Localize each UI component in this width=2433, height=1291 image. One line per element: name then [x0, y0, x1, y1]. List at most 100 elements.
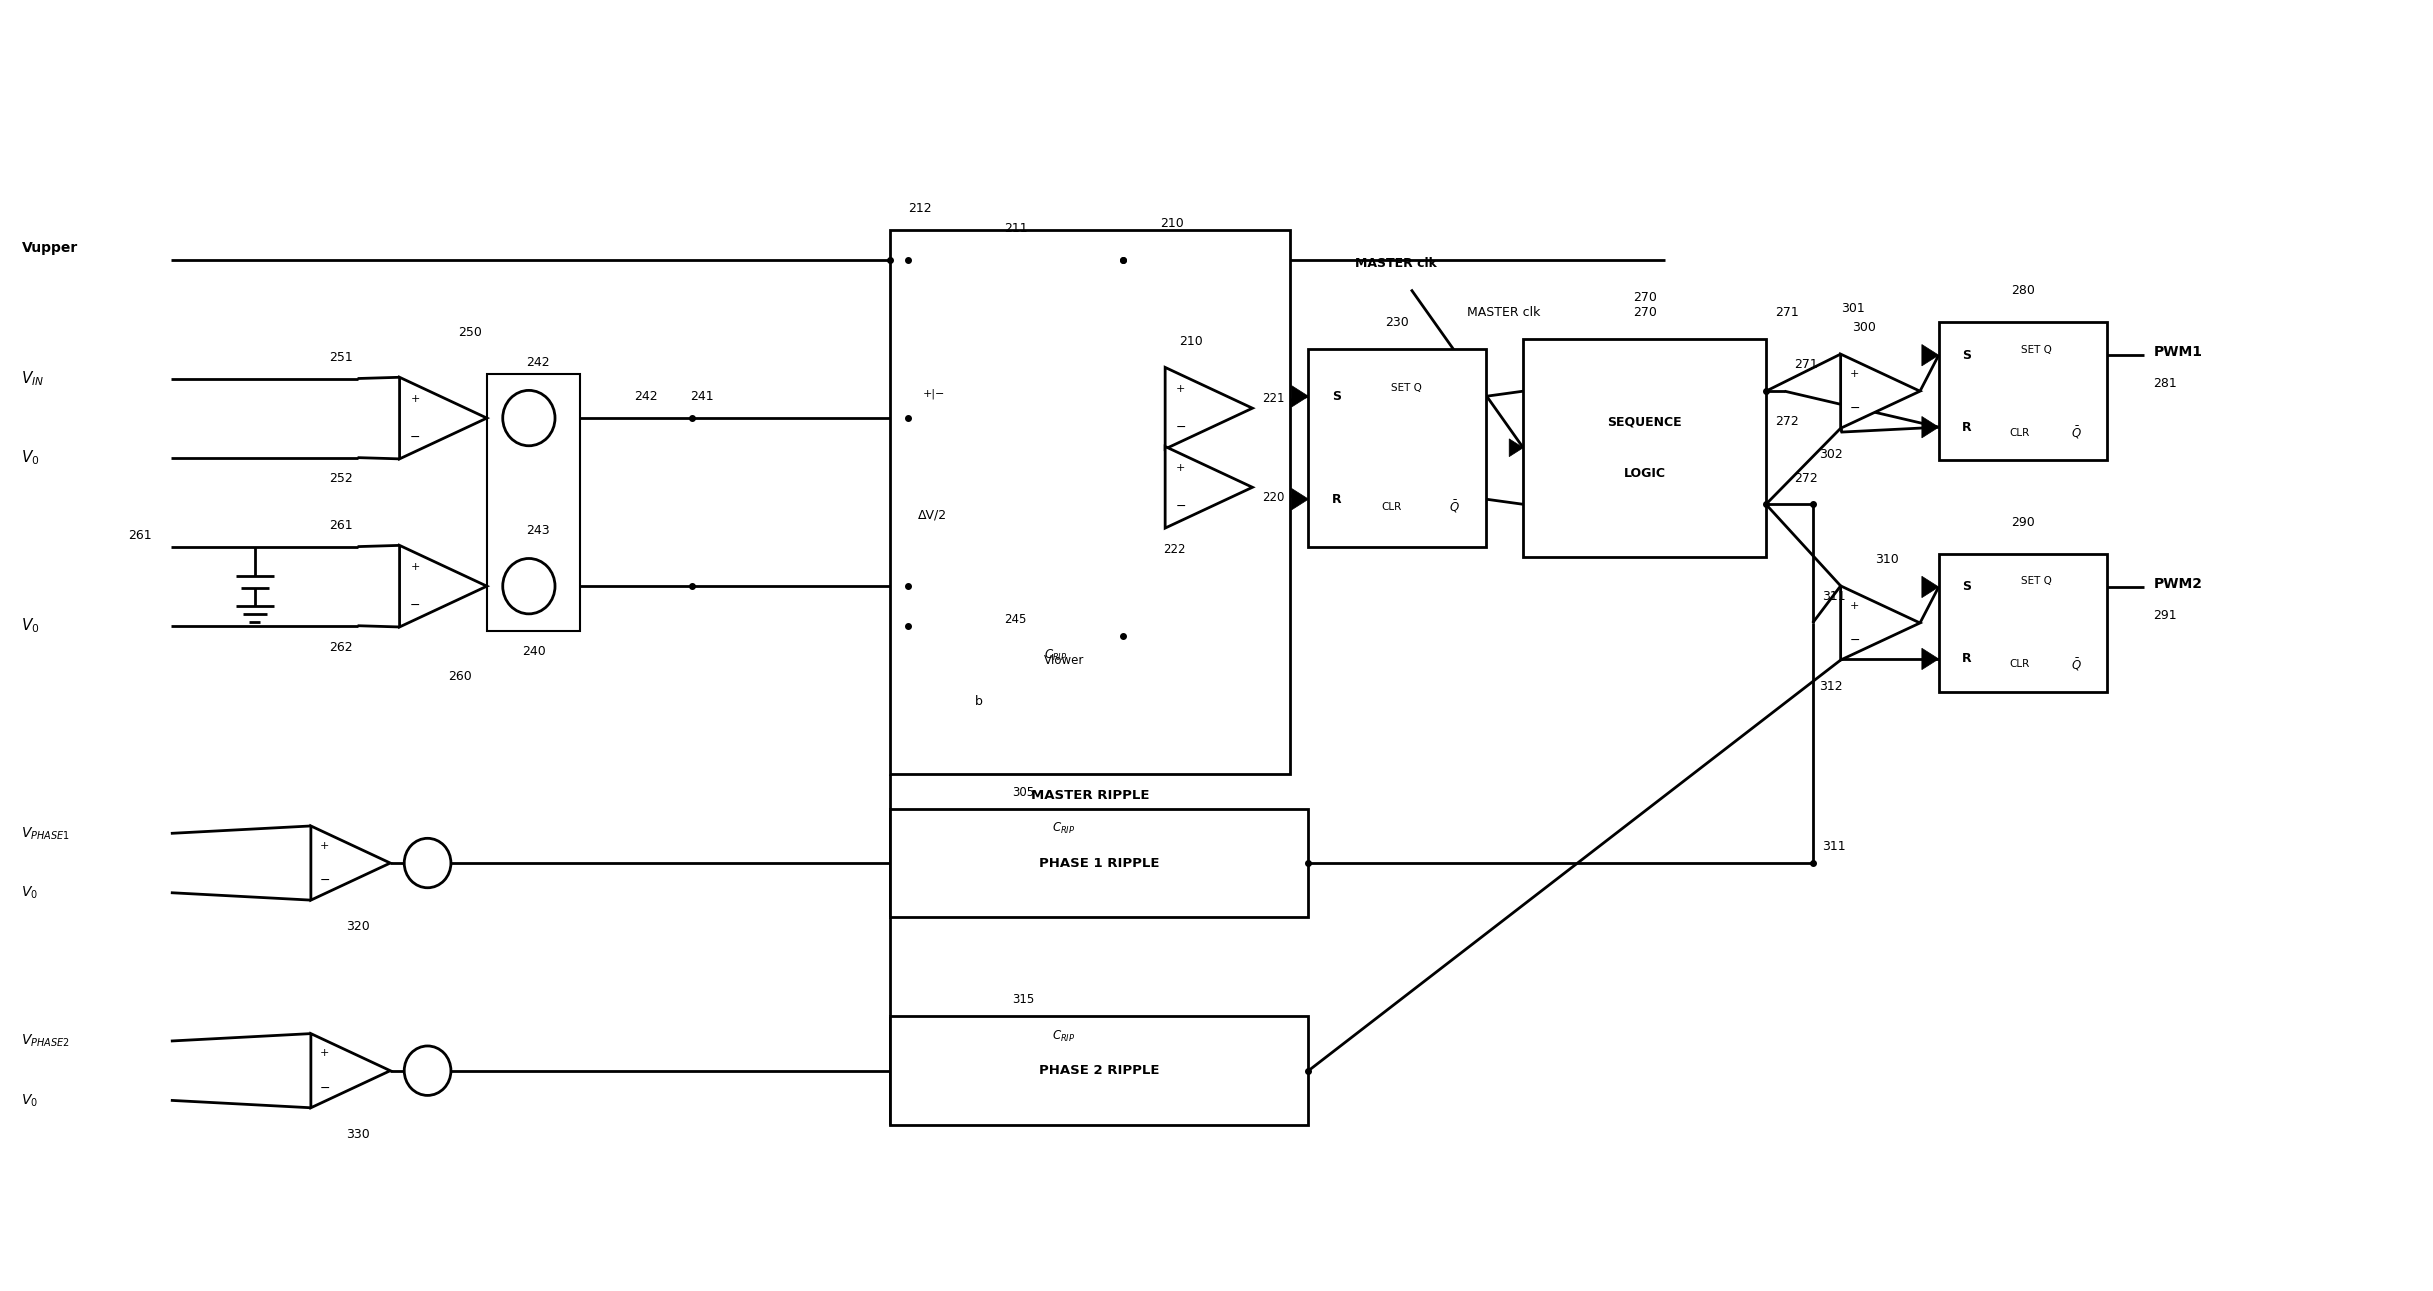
Text: 305: 305	[1012, 786, 1034, 799]
Text: 251: 251	[328, 351, 353, 364]
Text: R: R	[1961, 652, 1971, 665]
Text: 271: 271	[1776, 306, 1798, 319]
Text: MASTER clk: MASTER clk	[1467, 306, 1540, 319]
Text: 270: 270	[1633, 292, 1657, 305]
Circle shape	[404, 838, 450, 888]
Polygon shape	[311, 826, 389, 900]
Text: S: S	[1331, 390, 1341, 403]
Text: 222: 222	[1163, 544, 1185, 556]
Polygon shape	[1508, 439, 1523, 457]
Text: 221: 221	[1263, 391, 1285, 405]
Polygon shape	[1922, 648, 1939, 670]
Text: SET Q: SET Q	[2022, 576, 2051, 586]
Text: $V_{PHASE2}$: $V_{PHASE2}$	[22, 1033, 71, 1050]
Text: PHASE 2 RIPPLE: PHASE 2 RIPPLE	[1039, 1064, 1161, 1077]
Text: $V_0$: $V_0$	[22, 884, 39, 901]
Text: 210: 210	[1180, 334, 1202, 347]
Text: $V_0$: $V_0$	[22, 616, 39, 635]
Circle shape	[504, 390, 555, 445]
Text: +: +	[1849, 369, 1859, 378]
Text: PWM1: PWM1	[2153, 346, 2202, 359]
Polygon shape	[1292, 386, 1309, 407]
Text: −: −	[409, 599, 421, 612]
Text: $V_{IN}$: $V_{IN}$	[22, 369, 44, 387]
Polygon shape	[1922, 576, 1939, 598]
Text: 291: 291	[2153, 609, 2178, 622]
Text: 262: 262	[328, 640, 353, 653]
Text: +: +	[1175, 463, 1185, 474]
Text: 281: 281	[2153, 377, 2178, 390]
Polygon shape	[1165, 368, 1253, 449]
Text: 311: 311	[1822, 590, 1847, 603]
Text: $\bar{Q}$: $\bar{Q}$	[2070, 425, 2083, 442]
Text: PHASE 1 RIPPLE: PHASE 1 RIPPLE	[1039, 856, 1161, 870]
Text: S: S	[1961, 581, 1971, 594]
Bar	[890, 1016, 1309, 1124]
Circle shape	[404, 1046, 450, 1095]
Text: 312: 312	[1820, 680, 1844, 693]
Text: 300: 300	[1852, 321, 1876, 334]
Bar	[1309, 349, 1487, 546]
Text: PWM2: PWM2	[2153, 577, 2202, 591]
Text: 220: 220	[1263, 491, 1285, 503]
Text: 330: 330	[345, 1127, 370, 1140]
Text: S: S	[1961, 349, 1971, 361]
Text: +: +	[1175, 385, 1185, 394]
Text: 311: 311	[1822, 840, 1847, 853]
Text: ΔV/2: ΔV/2	[917, 509, 946, 522]
Text: 260: 260	[448, 670, 472, 683]
Polygon shape	[1922, 417, 1939, 438]
Text: Vupper: Vupper	[22, 241, 78, 254]
Polygon shape	[1165, 447, 1253, 528]
Polygon shape	[399, 377, 487, 458]
Text: +: +	[411, 394, 418, 404]
Text: CLR: CLR	[1382, 502, 1401, 513]
Polygon shape	[1292, 488, 1309, 510]
Polygon shape	[1842, 586, 1920, 660]
Text: b: b	[976, 695, 983, 707]
Text: $C_{RIP}$: $C_{RIP}$	[1051, 1029, 1075, 1043]
Text: 261: 261	[328, 519, 353, 532]
Bar	[1523, 340, 1766, 556]
Text: $\bar{Q}$: $\bar{Q}$	[1448, 498, 1460, 515]
Text: +: +	[411, 562, 418, 572]
Text: 271: 271	[1793, 359, 1817, 372]
Polygon shape	[399, 545, 487, 627]
Text: 301: 301	[1842, 302, 1864, 315]
Text: 230: 230	[1384, 316, 1409, 329]
Text: R: R	[1331, 493, 1341, 506]
Circle shape	[504, 559, 555, 613]
Text: 243: 243	[526, 524, 550, 537]
Text: 272: 272	[1793, 471, 1817, 484]
Text: −: −	[319, 874, 331, 887]
Text: +|−: +|−	[922, 389, 944, 399]
Polygon shape	[311, 1034, 389, 1108]
Text: SET Q: SET Q	[1392, 383, 1421, 394]
Text: $V_0$: $V_0$	[22, 448, 39, 467]
Text: SET Q: SET Q	[2022, 345, 2051, 355]
Text: 310: 310	[1876, 553, 1900, 565]
Text: +: +	[321, 1048, 328, 1059]
Text: 320: 320	[345, 920, 370, 933]
Text: 270: 270	[1633, 306, 1657, 319]
Polygon shape	[1922, 345, 1939, 365]
Text: 245: 245	[1005, 613, 1027, 626]
Text: 250: 250	[457, 325, 482, 340]
Text: Vlower: Vlower	[1044, 653, 1085, 667]
Text: 261: 261	[129, 529, 153, 542]
Bar	[908, 250, 1124, 635]
Text: −: −	[1175, 421, 1185, 434]
Text: $C_{RIP}$: $C_{RIP}$	[1051, 821, 1075, 837]
Polygon shape	[1842, 354, 1920, 429]
Text: 210: 210	[1161, 217, 1185, 230]
Text: 290: 290	[2010, 516, 2034, 529]
Text: −: −	[319, 1082, 331, 1095]
Text: 241: 241	[691, 390, 713, 403]
Text: LOGIC: LOGIC	[1623, 467, 1667, 480]
Bar	[890, 230, 1289, 775]
Text: 272: 272	[1776, 414, 1798, 427]
Bar	[487, 373, 579, 631]
Text: R: R	[1961, 421, 1971, 434]
Text: SEQUENCE: SEQUENCE	[1608, 416, 1681, 429]
Bar	[890, 808, 1309, 918]
